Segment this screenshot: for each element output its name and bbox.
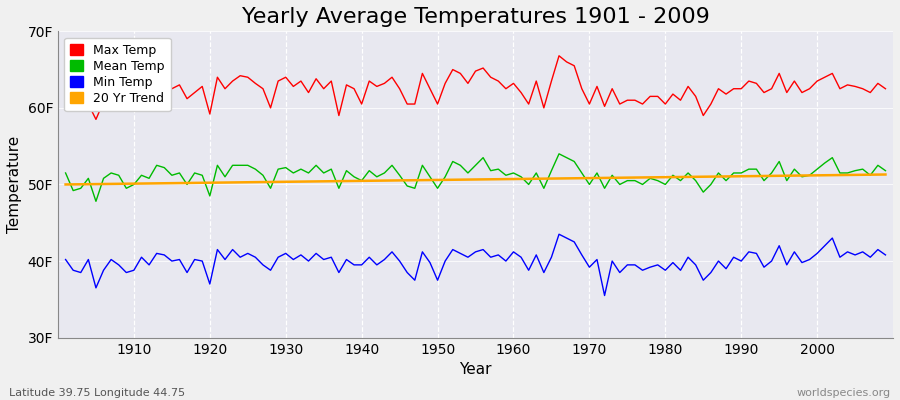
- 20 Yr Trend: [880, 172, 891, 177]
- Mean Temp: [880, 168, 891, 173]
- Min Temp: [880, 252, 891, 257]
- Mean Temp: [60, 170, 71, 175]
- Min Temp: [508, 250, 519, 254]
- Legend: Max Temp, Mean Temp, Min Temp, 20 Yr Trend: Max Temp, Mean Temp, Min Temp, 20 Yr Tre…: [64, 38, 171, 112]
- Min Temp: [60, 257, 71, 262]
- Max Temp: [295, 79, 306, 84]
- Mean Temp: [508, 170, 519, 175]
- Min Temp: [500, 259, 511, 264]
- Mean Temp: [554, 152, 564, 156]
- Line: Min Temp: Min Temp: [66, 234, 886, 296]
- Min Temp: [334, 270, 345, 275]
- Max Temp: [554, 53, 564, 58]
- Mean Temp: [91, 199, 102, 204]
- 20 Yr Trend: [599, 176, 610, 180]
- Line: Mean Temp: Mean Temp: [66, 154, 886, 201]
- 20 Yr Trend: [500, 177, 511, 182]
- Max Temp: [60, 81, 71, 86]
- Max Temp: [341, 82, 352, 87]
- Mean Temp: [615, 182, 626, 187]
- Mean Temp: [341, 168, 352, 173]
- 20 Yr Trend: [508, 177, 519, 182]
- Min Temp: [121, 270, 131, 275]
- Max Temp: [129, 103, 140, 108]
- Max Temp: [615, 102, 626, 106]
- Min Temp: [615, 270, 626, 275]
- Text: worldspecies.org: worldspecies.org: [796, 388, 891, 398]
- Title: Yearly Average Temperatures 1901 - 2009: Yearly Average Temperatures 1901 - 2009: [241, 7, 709, 27]
- Max Temp: [516, 90, 526, 95]
- X-axis label: Year: Year: [459, 362, 491, 377]
- Min Temp: [599, 293, 610, 298]
- Mean Temp: [516, 174, 526, 179]
- Text: Latitude 39.75 Longitude 44.75: Latitude 39.75 Longitude 44.75: [9, 388, 185, 398]
- Mean Temp: [295, 167, 306, 172]
- Line: 20 Yr Trend: 20 Yr Trend: [66, 174, 886, 184]
- Line: Max Temp: Max Temp: [66, 56, 886, 119]
- Min Temp: [554, 232, 564, 237]
- Min Temp: [288, 257, 299, 262]
- 20 Yr Trend: [60, 182, 71, 187]
- 20 Yr Trend: [121, 181, 131, 186]
- 20 Yr Trend: [288, 179, 299, 184]
- Y-axis label: Temperature: Temperature: [7, 136, 22, 233]
- 20 Yr Trend: [334, 179, 345, 184]
- Max Temp: [508, 81, 519, 86]
- Max Temp: [880, 86, 891, 91]
- Max Temp: [91, 117, 102, 122]
- Mean Temp: [129, 182, 140, 187]
